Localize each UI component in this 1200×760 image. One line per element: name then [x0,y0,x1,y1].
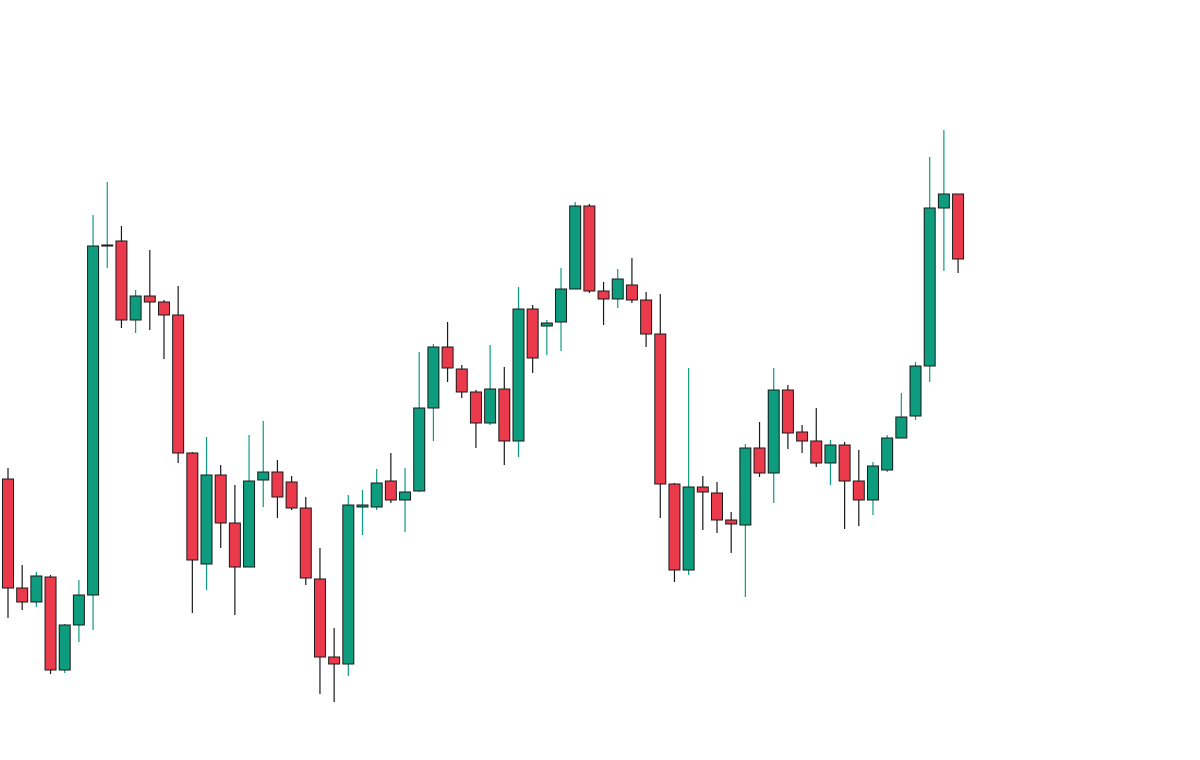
candle-body [455,368,468,393]
candle-body [937,193,950,209]
candle-body [484,388,497,424]
candle-body [44,576,57,671]
candle-body [682,486,695,571]
candle-body [441,346,454,369]
candle-body [143,295,156,303]
candle-body [512,308,525,442]
candle-body [838,444,851,482]
candle-body [583,205,596,292]
candle-body [654,333,667,485]
candle-body [30,575,43,603]
candle-body [399,491,412,501]
candle-body [767,389,780,474]
candle-body [328,656,341,665]
candle-body [16,587,29,603]
candle-body [824,444,837,464]
candle-body [923,207,936,367]
candle-body [696,486,709,493]
candle-body [498,388,511,442]
candle-body [569,205,582,290]
candle-body [342,504,355,665]
candle-body [87,245,100,596]
candle-body [200,474,213,565]
candle-body [555,288,568,323]
candle-body [313,578,326,658]
candle-body [640,299,653,335]
candle-body [370,482,383,508]
candle-body [72,594,85,626]
candle-body [526,308,539,359]
candle-body [299,507,312,579]
candle-body [881,437,894,471]
candle-body [243,480,256,568]
candle-body [852,480,865,501]
candle-body [356,504,369,508]
candle-body [115,240,128,321]
candle-body [711,492,723,521]
candle-body [540,322,553,327]
candle-body [753,447,766,474]
candle-body [129,295,142,321]
candle-body [668,483,681,571]
candle-body [186,452,199,561]
candle-body [413,407,426,492]
candle-body [952,193,965,260]
candle-body [739,447,752,526]
candle-body [725,519,738,525]
candle-body [101,244,114,247]
candle-body [909,365,922,417]
candle-body [625,284,638,301]
candle-body [427,346,440,409]
candle-body [895,416,908,439]
candle-body [781,389,794,434]
candle-body [611,278,624,300]
candle-body [866,465,879,501]
candle-body [214,474,227,524]
candle-body [2,478,14,589]
candle-body [58,624,71,671]
candle-body [228,522,241,568]
candle-body [384,480,397,501]
candle-body [796,431,809,442]
candle-body [469,391,482,424]
candle-body [157,301,170,316]
candle-body [597,290,610,300]
candle-body [285,481,298,509]
candle-body [810,440,823,464]
candle-body [172,314,185,454]
candle-body [271,471,284,498]
candle-body [257,471,270,481]
